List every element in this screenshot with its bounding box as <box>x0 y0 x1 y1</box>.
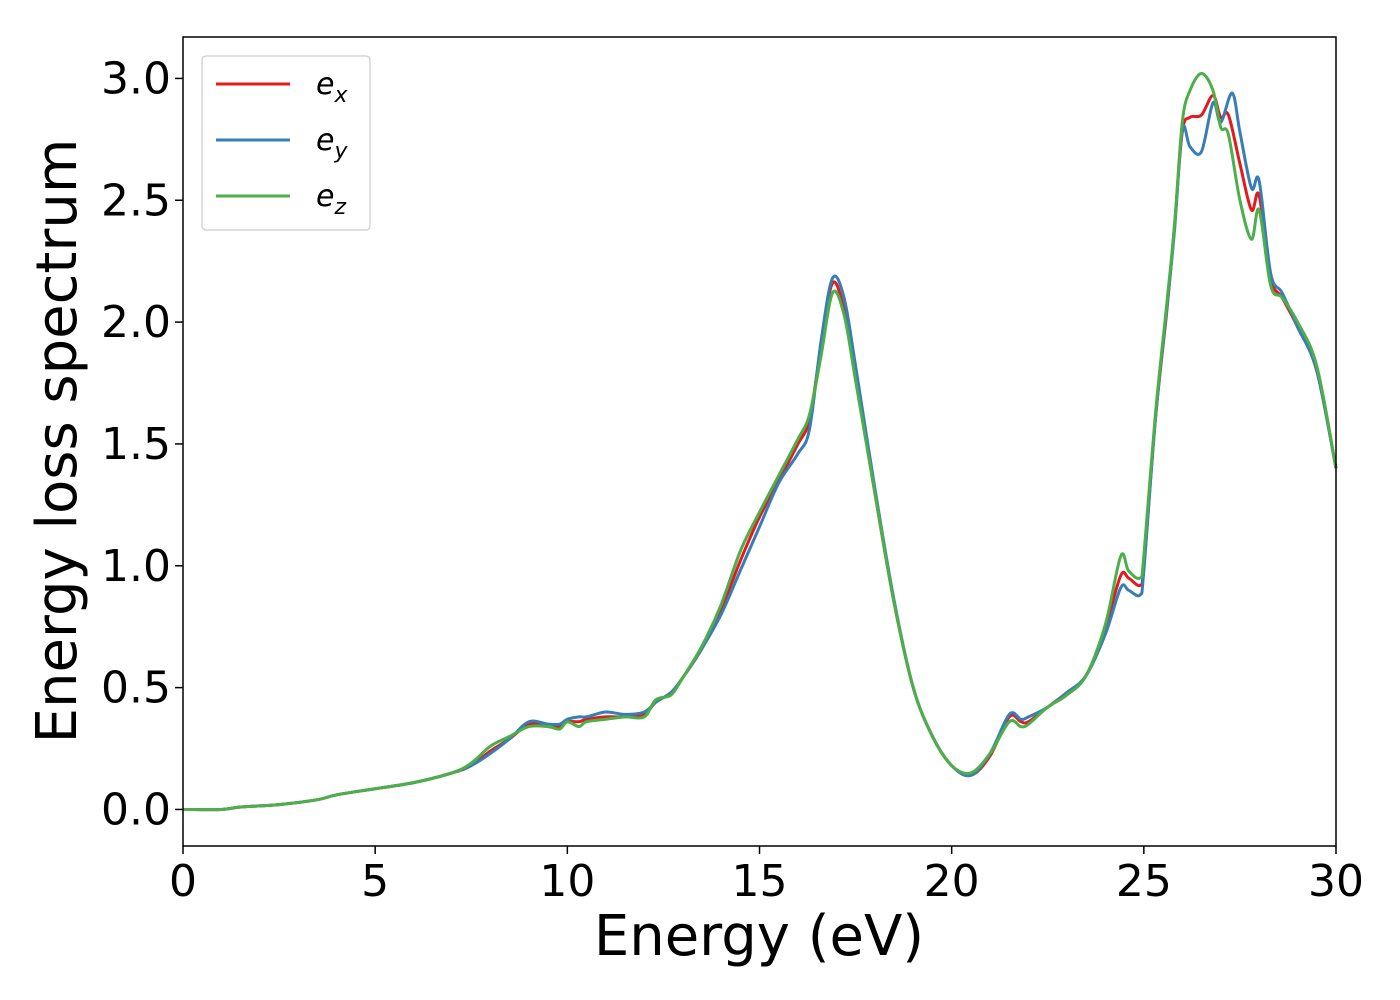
x-tick-label: 25 <box>1116 856 1172 907</box>
x-axis-title: Energy (eV) <box>594 904 924 969</box>
series-line-e-z <box>182 72 1338 812</box>
legend-label-e-x: ex <box>316 67 348 108</box>
y-tick-label: 0.0 <box>101 784 171 835</box>
y-tick-label: 1.5 <box>101 419 171 470</box>
y-tick-label: 0.5 <box>101 663 171 714</box>
y-tick-label: 2.5 <box>101 175 171 226</box>
legend-label-e-y: ey <box>316 123 348 164</box>
y-tick-label: 2.0 <box>101 297 171 348</box>
legend: ex ey ez <box>201 55 371 231</box>
x-axis-ticks: 0 5 10 15 20 25 30 <box>169 846 1364 907</box>
x-tick-label: 0 <box>169 856 197 907</box>
y-tick-label: 3.0 <box>101 53 171 104</box>
y-axis-title: Energy loss spectrum <box>25 139 90 744</box>
y-tick-label: 1.0 <box>101 541 171 592</box>
plot-lines <box>182 72 1338 812</box>
x-tick-label: 5 <box>361 856 389 907</box>
x-tick-label: 10 <box>539 856 595 907</box>
legend-label-e-z: ez <box>316 179 346 220</box>
y-axis-ticks: 0.0 0.5 1.0 1.5 2.0 2.5 3.0 <box>101 53 183 835</box>
x-tick-label: 20 <box>924 856 980 907</box>
x-tick-label: 30 <box>1308 856 1364 907</box>
legend-box <box>201 55 371 231</box>
x-tick-label: 15 <box>732 856 788 907</box>
